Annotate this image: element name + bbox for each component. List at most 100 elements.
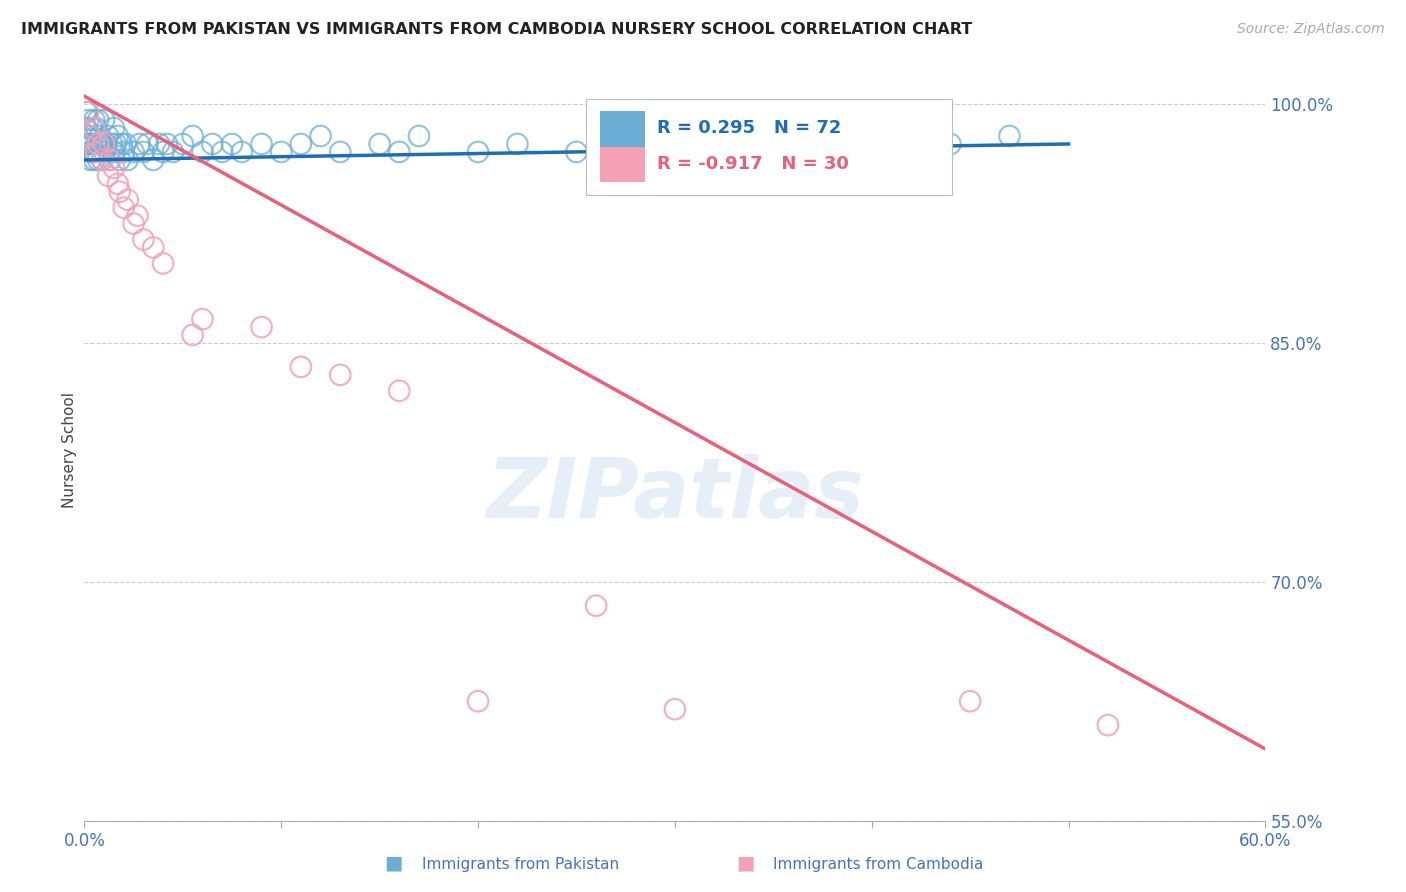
Point [107,177,129,191]
Point [77,113,100,128]
FancyBboxPatch shape [600,112,645,147]
Point [408,128,430,143]
Point [87,153,110,167]
Point [84,136,107,151]
Point [860,145,883,159]
Point [82,136,104,151]
Point [103,121,125,136]
Point [605,128,627,143]
Point [122,217,145,231]
Point [329,145,352,159]
Point [75,121,97,136]
Point [152,256,174,270]
Point [111,136,134,151]
Point [104,136,127,151]
Point [201,136,224,151]
Point [97,128,120,143]
Point [250,136,273,151]
Point [103,145,125,159]
Text: Immigrants from Pakistan: Immigrants from Pakistan [422,857,619,872]
Point [87,113,110,128]
Point [132,232,155,246]
Point [136,136,159,151]
Point [172,136,194,151]
Point [148,136,170,151]
Y-axis label: Nursery School: Nursery School [62,392,77,508]
Point [107,128,129,143]
Point [467,694,489,708]
Point [77,136,100,151]
Point [142,153,165,167]
Point [959,694,981,708]
Point [91,153,114,167]
Point [388,384,411,398]
Point [939,136,962,151]
Point [152,145,174,159]
Point [117,153,139,167]
Point [98,153,121,167]
Point [191,312,214,326]
Point [98,153,121,167]
Point [79,145,101,159]
Point [664,702,686,716]
Point [94,136,117,151]
Point [82,121,104,136]
Point [114,136,136,151]
Point [112,145,135,159]
Point [467,145,489,159]
Text: ■: ■ [384,854,404,872]
Point [75,105,97,120]
Point [93,136,115,151]
Point [181,328,204,343]
Point [83,145,105,159]
Point [181,128,204,143]
Text: IMMIGRANTS FROM PAKISTAN VS IMMIGRANTS FROM CAMBODIA NURSERY SCHOOL CORRELATION : IMMIGRANTS FROM PAKISTAN VS IMMIGRANTS F… [21,22,973,37]
Point [191,145,214,159]
Point [1097,718,1119,732]
FancyBboxPatch shape [586,99,952,195]
Point [112,201,135,215]
Point [723,128,745,143]
Point [231,145,253,159]
Point [221,136,243,151]
Point [585,599,607,613]
Point [91,136,114,151]
Point [83,153,105,167]
Point [117,193,139,207]
Point [101,136,124,151]
Text: R = 0.295   N = 72: R = 0.295 N = 72 [657,120,842,137]
Point [91,153,114,167]
Point [388,145,411,159]
Point [97,169,120,183]
Point [250,320,273,334]
Point [329,368,352,382]
Point [156,136,179,151]
Point [368,136,391,151]
Point [162,145,184,159]
Point [762,145,785,159]
Point [624,136,647,151]
Point [83,121,105,136]
Point [132,145,155,159]
Text: Immigrants from Cambodia: Immigrants from Cambodia [773,857,984,872]
Text: ZIPatlas: ZIPatlas [486,454,863,535]
Point [290,359,312,374]
Text: R = -0.917   N = 30: R = -0.917 N = 30 [657,155,849,173]
FancyBboxPatch shape [600,147,645,183]
Point [103,161,125,175]
Point [127,209,149,223]
Point [142,240,165,254]
Point [79,128,101,143]
Point [309,128,332,143]
Point [998,128,1021,143]
Point [83,113,105,128]
Point [89,136,111,151]
Point [93,145,115,159]
Point [108,185,131,199]
Text: Source: ZipAtlas.com: Source: ZipAtlas.com [1237,22,1385,37]
Point [211,145,233,159]
Point [506,136,529,151]
Point [79,128,101,143]
Point [77,105,100,120]
Text: ■: ■ [735,854,755,872]
